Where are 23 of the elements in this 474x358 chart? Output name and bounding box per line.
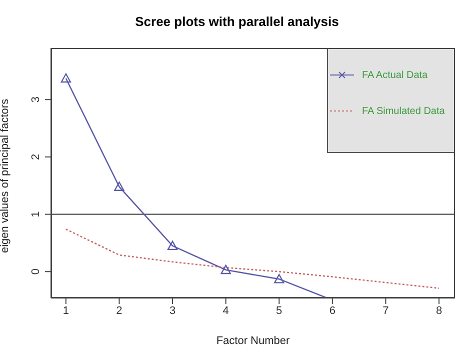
x-tick-label: 6 <box>329 304 336 317</box>
x-axis-title: Factor Number <box>216 335 290 347</box>
x-tick-label: 5 <box>276 304 282 317</box>
x-tick-label: 1 <box>62 304 69 317</box>
chart-title: Scree plots with parallel analysis <box>134 14 340 29</box>
point <box>274 274 284 284</box>
y-axis-title: eigen values of principal factors <box>0 98 11 253</box>
x-tick-label: 8 <box>436 304 442 317</box>
legend-label: FA Actual Data <box>362 70 428 80</box>
x-tick-label: 7 <box>382 304 389 317</box>
x-tick-label: 2 <box>116 304 122 317</box>
point <box>60 73 72 83</box>
point <box>114 182 124 191</box>
point <box>167 240 178 250</box>
y-tick-label: 0 <box>30 268 42 275</box>
line-series <box>65 228 440 289</box>
x-tick-label: 4 <box>222 304 229 317</box>
point <box>220 264 231 274</box>
y-tick-label: 2 <box>30 154 42 160</box>
x-tick-label: 3 <box>169 304 176 317</box>
y-tick-label: 1 <box>30 211 42 218</box>
legend-label: FA Simulated Data <box>362 106 445 116</box>
y-tick-label: 3 <box>30 96 42 103</box>
